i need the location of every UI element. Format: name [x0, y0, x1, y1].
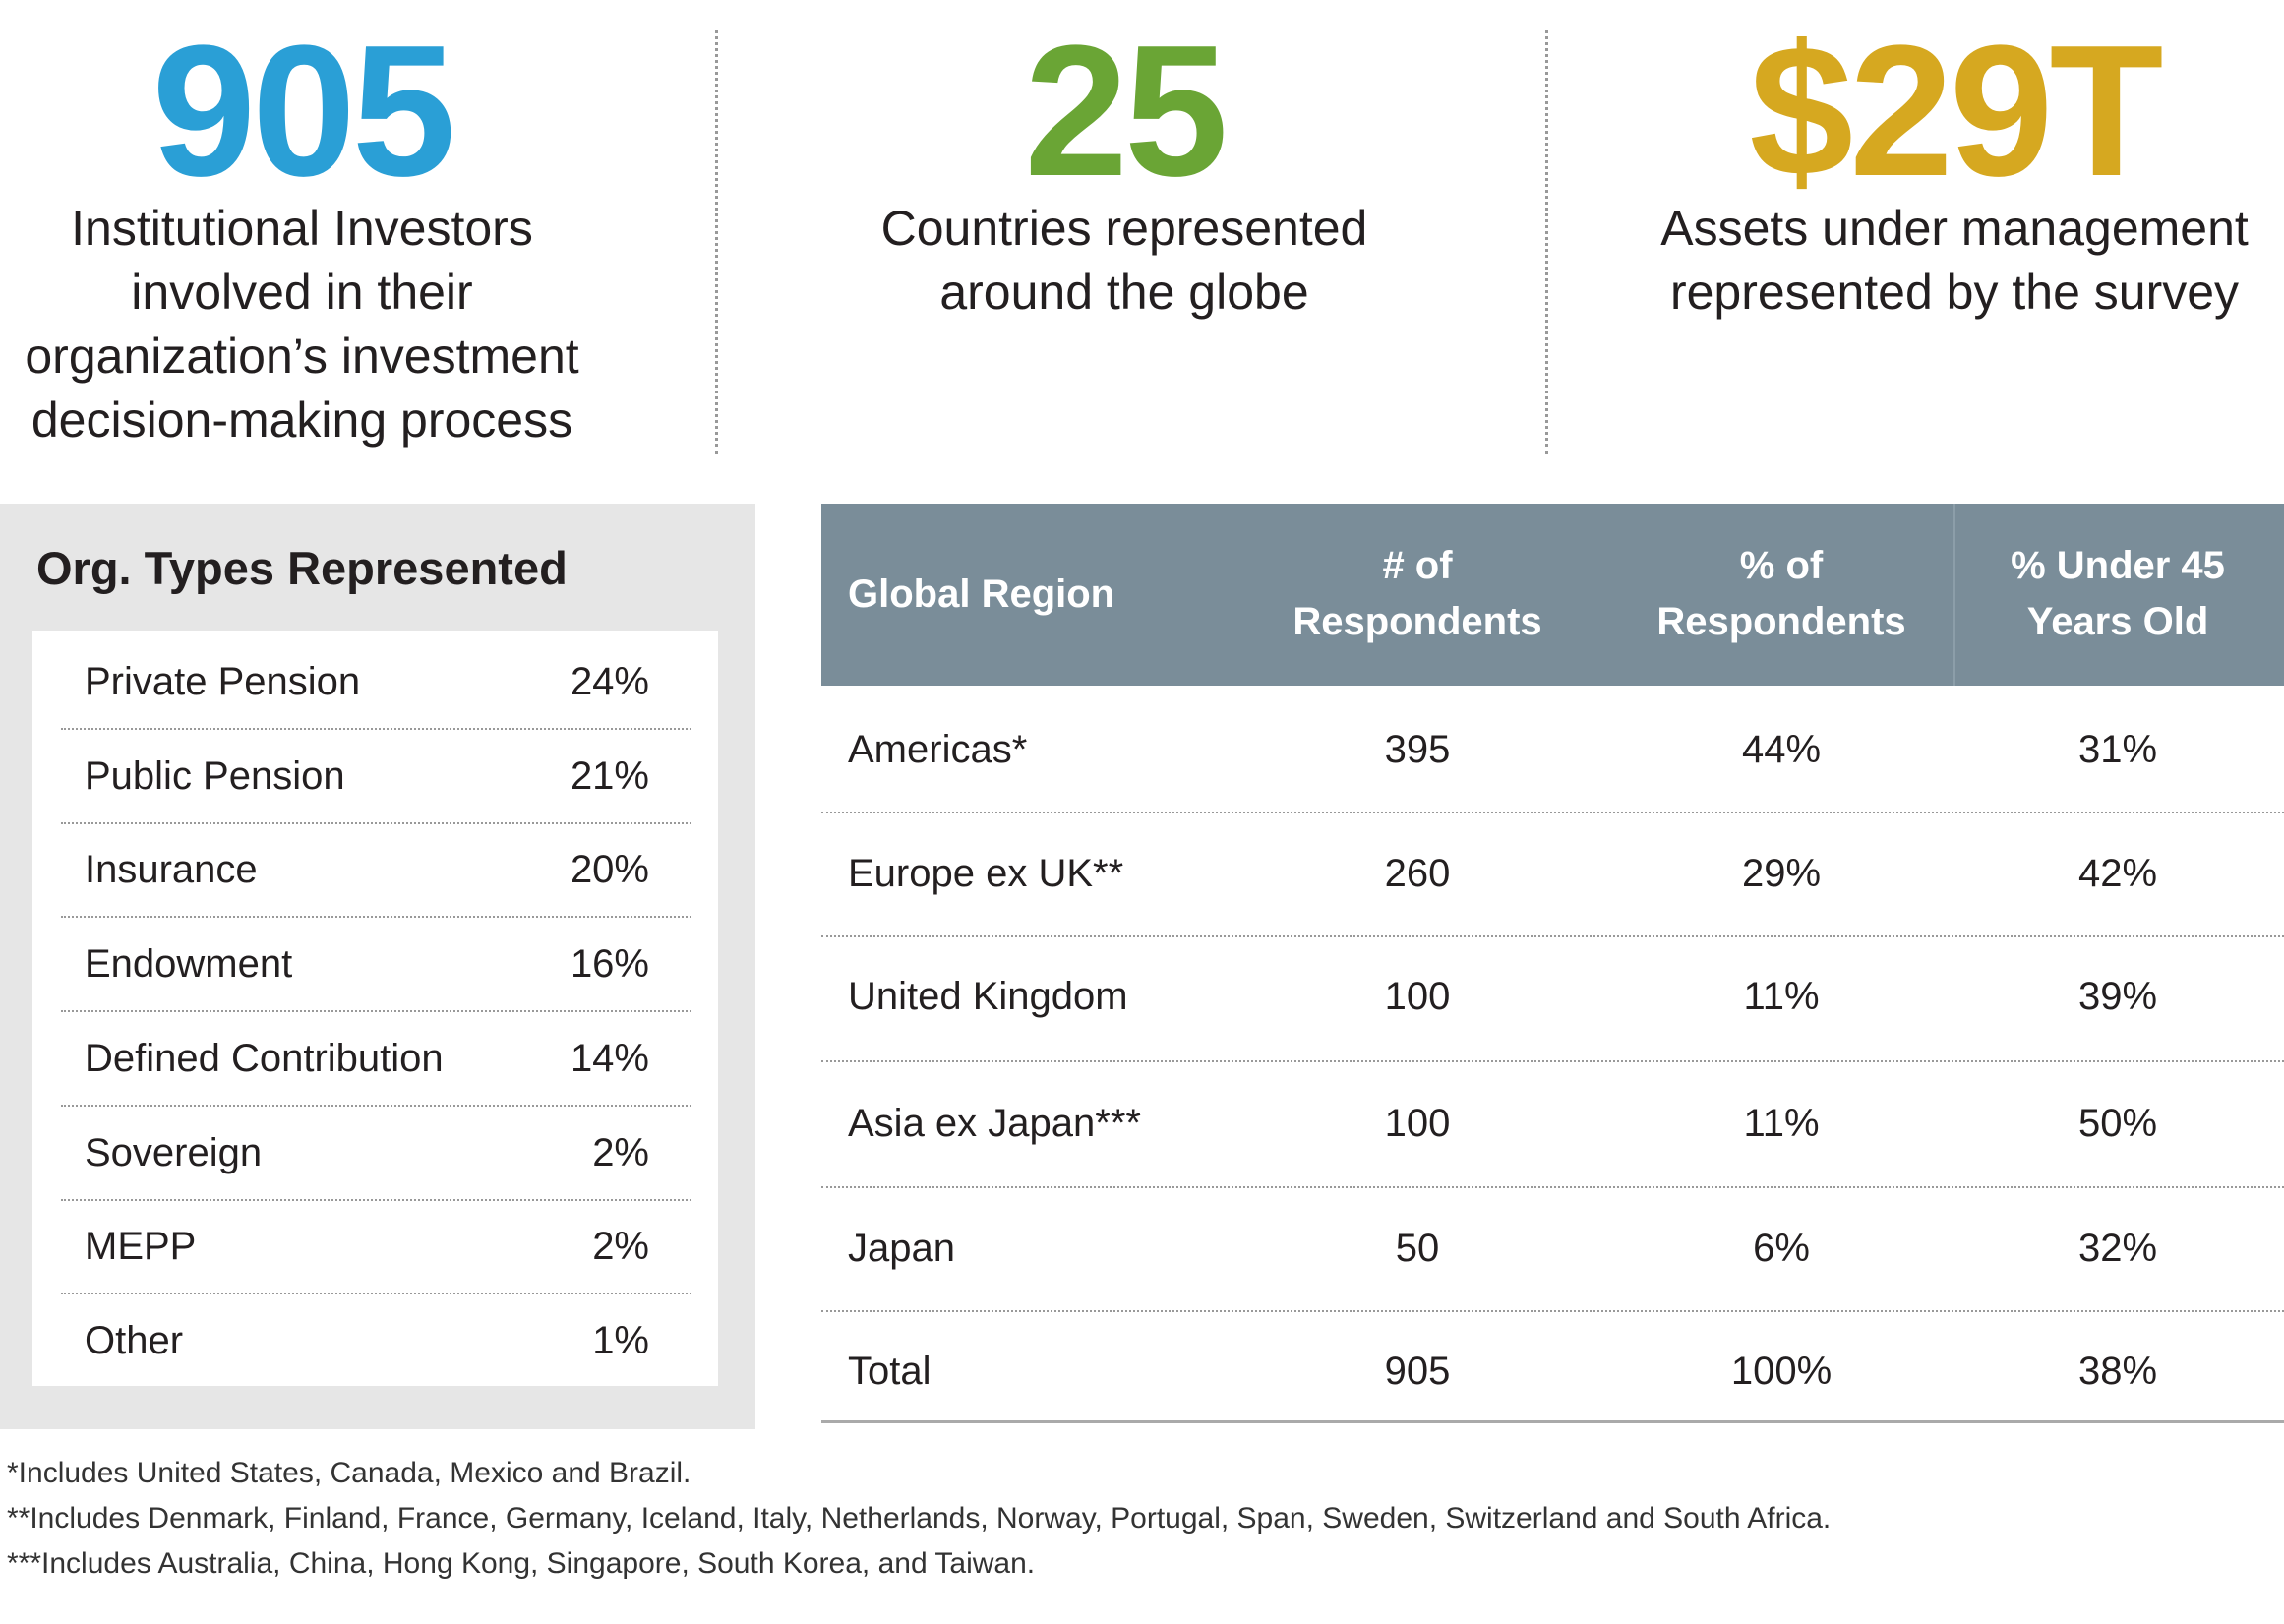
org-type-name: Insurance — [85, 848, 258, 892]
row-separator — [61, 1293, 691, 1295]
row-separator — [61, 728, 691, 730]
org-type-name: Defined Contribution — [85, 1036, 444, 1080]
header-cell: % Under 45 — [2011, 544, 2225, 587]
table-cell: 395 — [1384, 728, 1451, 771]
row-separator — [61, 1104, 691, 1107]
row-separator — [61, 1010, 691, 1013]
stat-number: 25 — [1024, 7, 1228, 215]
table-cell: 44% — [1741, 728, 1822, 771]
table-cell: 11% — [1743, 1102, 1820, 1145]
header-cell: Years Old — [2026, 600, 2209, 643]
table-cell: 42% — [2077, 852, 2158, 895]
row-separator — [821, 1059, 2284, 1062]
header-cell: Respondents — [1656, 600, 1906, 643]
table-cell: 11% — [1743, 975, 1820, 1018]
table-cell: 50% — [2077, 1102, 2158, 1145]
stat-description: around the globe — [939, 265, 1309, 320]
row-separator — [61, 1198, 691, 1201]
stat-description: involved in their — [131, 265, 473, 320]
table-cell: 39% — [2077, 975, 2158, 1018]
separator — [715, 30, 718, 454]
table-cell: 100% — [1730, 1350, 1833, 1393]
table-cell: Japan — [848, 1227, 955, 1270]
row-separator — [61, 916, 691, 919]
header-cell: Global Region — [848, 571, 1115, 616]
panel-title: Org. Types Represented — [36, 542, 568, 594]
footnote: ***Includes Australia, China, Hong Kong,… — [7, 1547, 1036, 1580]
row-separator — [61, 821, 691, 824]
table-cell: 29% — [1741, 852, 1822, 895]
stat-description: Institutional Investors — [71, 201, 533, 256]
footnote: **Includes Denmark, Finland, France, Ger… — [7, 1502, 1832, 1534]
table-cell: 260 — [1384, 852, 1451, 895]
stat-description: represented by the survey — [1669, 265, 2240, 320]
table-cell: Americas* — [848, 728, 1028, 771]
org-type-share: 14% — [570, 1036, 649, 1080]
org-type-share: 21% — [570, 753, 649, 798]
stat-number: 905 — [151, 7, 455, 215]
stat-number: $29T — [1749, 7, 2163, 215]
org-type-name: Endowment — [85, 942, 293, 987]
row-separator — [821, 812, 2284, 813]
table-cell: 905 — [1384, 1350, 1451, 1393]
separator — [1545, 30, 1548, 454]
footnote: *Includes United States, Canada, Mexico … — [7, 1457, 691, 1489]
row-separator — [821, 1309, 2284, 1312]
stat-description: Countries represented — [880, 201, 1368, 256]
table-cell: 100 — [1384, 975, 1451, 1018]
stat-description: decision-making process — [30, 392, 573, 448]
header-cell: Respondents — [1292, 600, 1542, 643]
stat-description: Assets under management — [1660, 201, 2249, 256]
org-types-list — [32, 631, 718, 1386]
row-separator — [821, 934, 2284, 937]
table-cell: 31% — [2077, 728, 2158, 771]
org-type-name: Other — [85, 1318, 184, 1362]
row-separator — [821, 1185, 2284, 1188]
stat-description: organization’s investment — [25, 329, 579, 384]
table-header — [821, 504, 2284, 686]
table-cell: 6% — [1753, 1227, 1810, 1270]
org-type-name: Public Pension — [85, 753, 345, 798]
table-cell: 32% — [2077, 1227, 2158, 1270]
org-type-share: 16% — [570, 942, 649, 987]
org-type-share: 24% — [570, 660, 649, 703]
table-cell: 38% — [2077, 1350, 2158, 1393]
org-type-share: 20% — [570, 848, 649, 892]
header-cell: % of — [1739, 544, 1824, 587]
table-bottom-rule — [821, 1420, 2284, 1423]
org-type-name: Private Pension — [85, 660, 361, 703]
table-cell: 100 — [1384, 1102, 1451, 1145]
table-cell: 50 — [1395, 1227, 1440, 1270]
org-type-share: 1% — [592, 1318, 649, 1362]
table-cell: Europe ex UK** — [848, 852, 1124, 895]
table-cell: Total — [848, 1350, 932, 1393]
org-type-share: 2% — [592, 1130, 649, 1174]
table-cell: United Kingdom — [848, 975, 1128, 1018]
header-cell: # of — [1382, 544, 1453, 587]
table-cell: Asia ex Japan*** — [848, 1102, 1141, 1145]
header-divider — [1953, 504, 1955, 686]
org-type-share: 2% — [592, 1225, 649, 1269]
org-type-name: MEPP — [85, 1225, 197, 1269]
org-type-name: Sovereign — [85, 1130, 263, 1174]
